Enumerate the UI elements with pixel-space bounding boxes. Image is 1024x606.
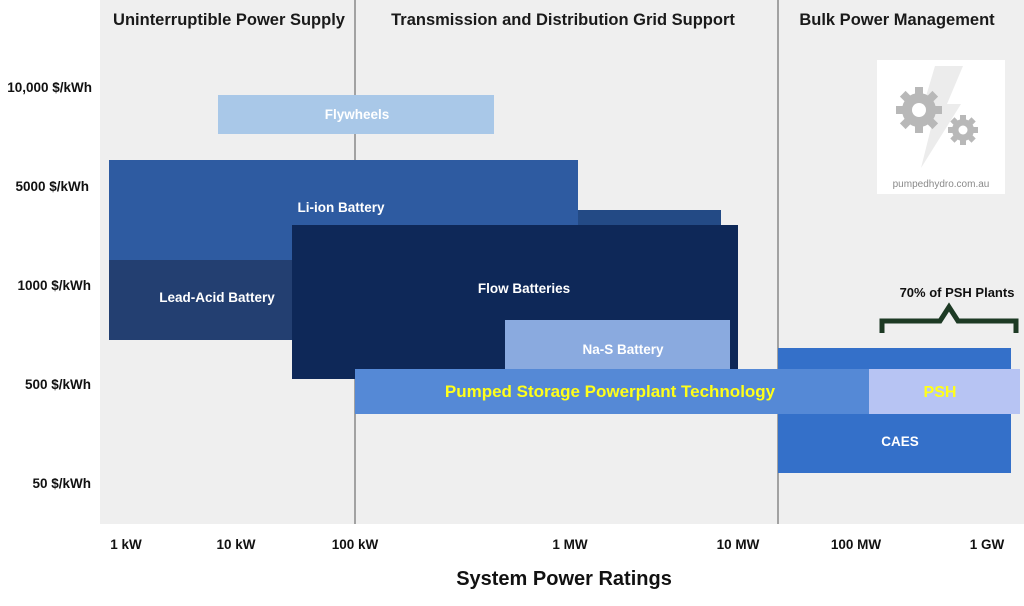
- x-tick-label: 1 kW: [110, 537, 142, 552]
- section-header-ups: Uninterruptible Power Supply: [113, 11, 346, 29]
- box-li-ion-battery-extension: [578, 210, 721, 226]
- x-tick-label: 100 MW: [831, 537, 882, 552]
- section-header-td: Transmission and Distribution Grid Suppo…: [391, 11, 735, 29]
- label-flow-batteries: Flow Batteries: [478, 281, 570, 296]
- label-lead-acid-battery: Lead-Acid Battery: [159, 290, 275, 305]
- y-tick-label: 500 $/kWh: [25, 377, 91, 392]
- label-flywheels: Flywheels: [325, 107, 390, 122]
- pumpedhydro-logo: pumpedhydro.com.au: [877, 60, 1005, 194]
- y-tick-label: 5000 $/kWh: [15, 179, 89, 194]
- y-tick-label: 10,000 $/kWh: [7, 80, 92, 95]
- x-tick-label: 10 MW: [717, 537, 760, 552]
- x-tick-label: 1 MW: [552, 537, 588, 552]
- section-header-bulk: Bulk Power Management: [799, 11, 995, 29]
- box-na-s-battery: [505, 320, 730, 370]
- x-tick-label: 10 kW: [216, 537, 255, 552]
- x-tick-label: 100 kW: [332, 537, 379, 552]
- annotation-psh-plants: 70% of PSH Plants: [900, 285, 1015, 300]
- box-psh: [869, 369, 1020, 414]
- y-tick-label: 50 $/kWh: [32, 476, 91, 491]
- box-flywheels: [218, 95, 494, 134]
- label-caes: CAES: [881, 434, 919, 449]
- label-pumped-storage: Pumped Storage Powerplant Technology: [445, 382, 776, 401]
- curly-brace: [879, 302, 1019, 333]
- x-axis-title: System Power Ratings: [456, 568, 672, 590]
- label-na-s-battery: Na-S Battery: [582, 342, 664, 357]
- y-tick-label: 1000 $/kWh: [17, 278, 91, 293]
- label-psh: PSH: [924, 384, 957, 401]
- logo-text: pumpedhydro.com.au: [892, 179, 990, 190]
- label-li-ion-battery: Li-ion Battery: [297, 200, 384, 215]
- x-tick-label: 1 GW: [970, 537, 1005, 552]
- box-lead-acid-battery: [109, 260, 294, 340]
- box-pumped-storage: [355, 369, 870, 414]
- gears-lightning-icon: [896, 66, 978, 168]
